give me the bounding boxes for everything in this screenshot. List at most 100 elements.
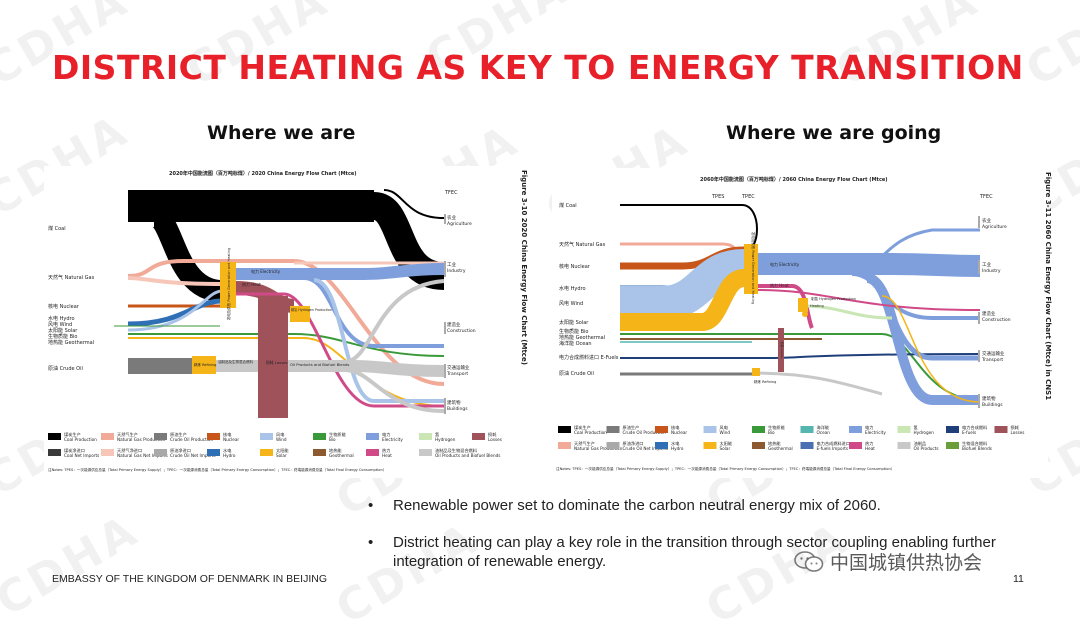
- svg-text:水电 Hydro: 水电 Hydro: [48, 315, 75, 322]
- power-node-label: 发电及供热 Power Generation and Heating: [226, 248, 231, 320]
- legend-label-en: Wind: [720, 430, 731, 435]
- legend-label-cn: 风电: [720, 424, 729, 431]
- legend-swatch: [849, 426, 862, 433]
- legend-label-cn: 损耗: [488, 431, 497, 438]
- legend-label-en: Bio: [768, 430, 775, 435]
- heating-node-label: Heating: [810, 304, 824, 308]
- legend-label-cn: 地热能: [329, 447, 342, 454]
- legend-swatch: [313, 449, 326, 456]
- flow-heat-buildings: [757, 289, 981, 311]
- legend-label-cn: 氢: [435, 431, 440, 437]
- legend-label-cn: 电力合成燃料: [962, 424, 988, 431]
- legend-label-en: Losses: [1011, 430, 1025, 435]
- source-en: Crude Oil: [60, 366, 83, 372]
- legend-swatch: [655, 426, 668, 433]
- tfec-label: TFEC: [979, 194, 993, 200]
- svg-text:工业: 工业: [982, 261, 991, 268]
- legend-swatch: [558, 442, 571, 449]
- source-en: Wind: [60, 322, 73, 328]
- source-labels: 煤 Coal 天然气 Natural Gas 核电 Nuclear 水电 Hyd…: [48, 225, 95, 372]
- figure-caption-2060: Figure 3-11 2060 China Energy Flow Chart…: [1044, 172, 1052, 401]
- legend-label-cn: 热力: [382, 447, 390, 454]
- bullet-text: District heating can play a key role in …: [393, 534, 996, 570]
- legend-swatch: [419, 449, 432, 456]
- svg-text:Buildings: Buildings: [982, 402, 1003, 408]
- svg-text:工业: 工业: [447, 261, 456, 268]
- flow-coal-power: [150, 205, 224, 302]
- energy-flow-diagram-2060: 2060年中国能流图（百万吨标煤）/ 2060 China Energy Flo…: [556, 176, 1025, 471]
- electricity-node-label: 电力 Electricity: [251, 268, 281, 274]
- legend-label-cn: 油制品及生物混合燃料: [435, 447, 478, 454]
- svg-text:Construction: Construction: [447, 328, 476, 334]
- legend-label-en: Hydrogen: [435, 437, 456, 442]
- power-generation-node: [744, 244, 758, 294]
- footer-organization: EMBASSY OF THE KINGDOM OF DENMARK IN BEI…: [52, 573, 327, 585]
- source-en: Hydro: [60, 316, 75, 322]
- legend-label-en: Heat: [382, 453, 392, 458]
- source-en: Solar: [65, 328, 79, 334]
- legend-label-cn: 原油生产: [623, 424, 640, 431]
- legend-label-cn: 海洋能: [817, 424, 830, 431]
- energy-flow-diagram-2020: 2020年中国能流图（百万吨标煤）/ 2020 China Energy Flo…: [48, 170, 502, 472]
- svg-text:原油 Crude Oil: 原油 Crude Oil: [48, 365, 83, 372]
- legend-label-cn: 地热能: [768, 440, 781, 447]
- tpes-label: TPES: [711, 194, 724, 200]
- chart-title: 2020年中国能流图（百万吨标煤）/ 2020 China Energy Flo…: [169, 170, 357, 177]
- legend-label-en: Hydrogen: [914, 430, 935, 435]
- legend-swatch: [154, 449, 167, 456]
- legend-label-en: Electricity: [382, 437, 403, 442]
- legend-label-cn: 电力: [865, 424, 873, 431]
- legend-label-en: Heat: [865, 446, 875, 451]
- svg-text:交通运输业: 交通运输业: [982, 350, 1005, 357]
- flow-coal: [620, 204, 758, 254]
- legend-label-en: Natural Gas Net Imports: [117, 453, 168, 458]
- chart-note: 注Notes: TPES：一次能源供应总量（Total Primary Ener…: [48, 467, 386, 472]
- legend-label-en: Coal Production: [574, 430, 607, 435]
- bullet-item: • Renewable power set to dominate the car…: [368, 496, 1008, 515]
- legend-label-cn: 煤炭生产: [574, 424, 591, 431]
- svg-text:海洋能 Ocean: 海洋能 Ocean: [559, 340, 592, 347]
- losses-node: [778, 328, 784, 372]
- left-heading: Where we are: [207, 122, 356, 144]
- svg-text:Agriculture: Agriculture: [982, 224, 1007, 230]
- hydrogen-node: [798, 298, 808, 312]
- legend-label-cn: 电力合成燃料进口: [817, 440, 851, 447]
- legend-label-en: Natural Gas Production: [574, 446, 623, 451]
- svg-text:煤 Coal: 煤 Coal: [559, 202, 577, 209]
- source-cn: 核电: [48, 303, 58, 310]
- right-heading: Where we are going: [726, 122, 942, 144]
- losses-node-label: 损耗 Losses: [780, 342, 785, 359]
- svg-text:天然气 Natural Gas: 天然气 Natural Gas: [48, 274, 95, 281]
- source-en: Natural Gas: [65, 275, 95, 281]
- sankey-flows: [114, 189, 446, 413]
- flow-electricity-buildings: [313, 278, 444, 403]
- flow-hydrogen: [801, 304, 893, 320]
- legend-label-en: Oil Products: [914, 446, 939, 451]
- legend-label-cn: 核电: [223, 431, 232, 438]
- flow-hydrogen-buildings: [881, 295, 981, 403]
- source-en: Geothermal: [65, 340, 95, 346]
- watermark: CDHA: [1017, 0, 1080, 97]
- source-cn: 太阳能: [48, 327, 63, 334]
- legend-swatch: [849, 442, 862, 449]
- legend-label-cn: 天然气净进口: [117, 447, 142, 454]
- flow-electricity-buildings: [865, 273, 980, 405]
- legend-label-en: Hydro: [223, 453, 236, 458]
- legend-label-cn: 天然气生产: [574, 440, 595, 447]
- heat-node-label: 热力 Heat: [242, 281, 261, 287]
